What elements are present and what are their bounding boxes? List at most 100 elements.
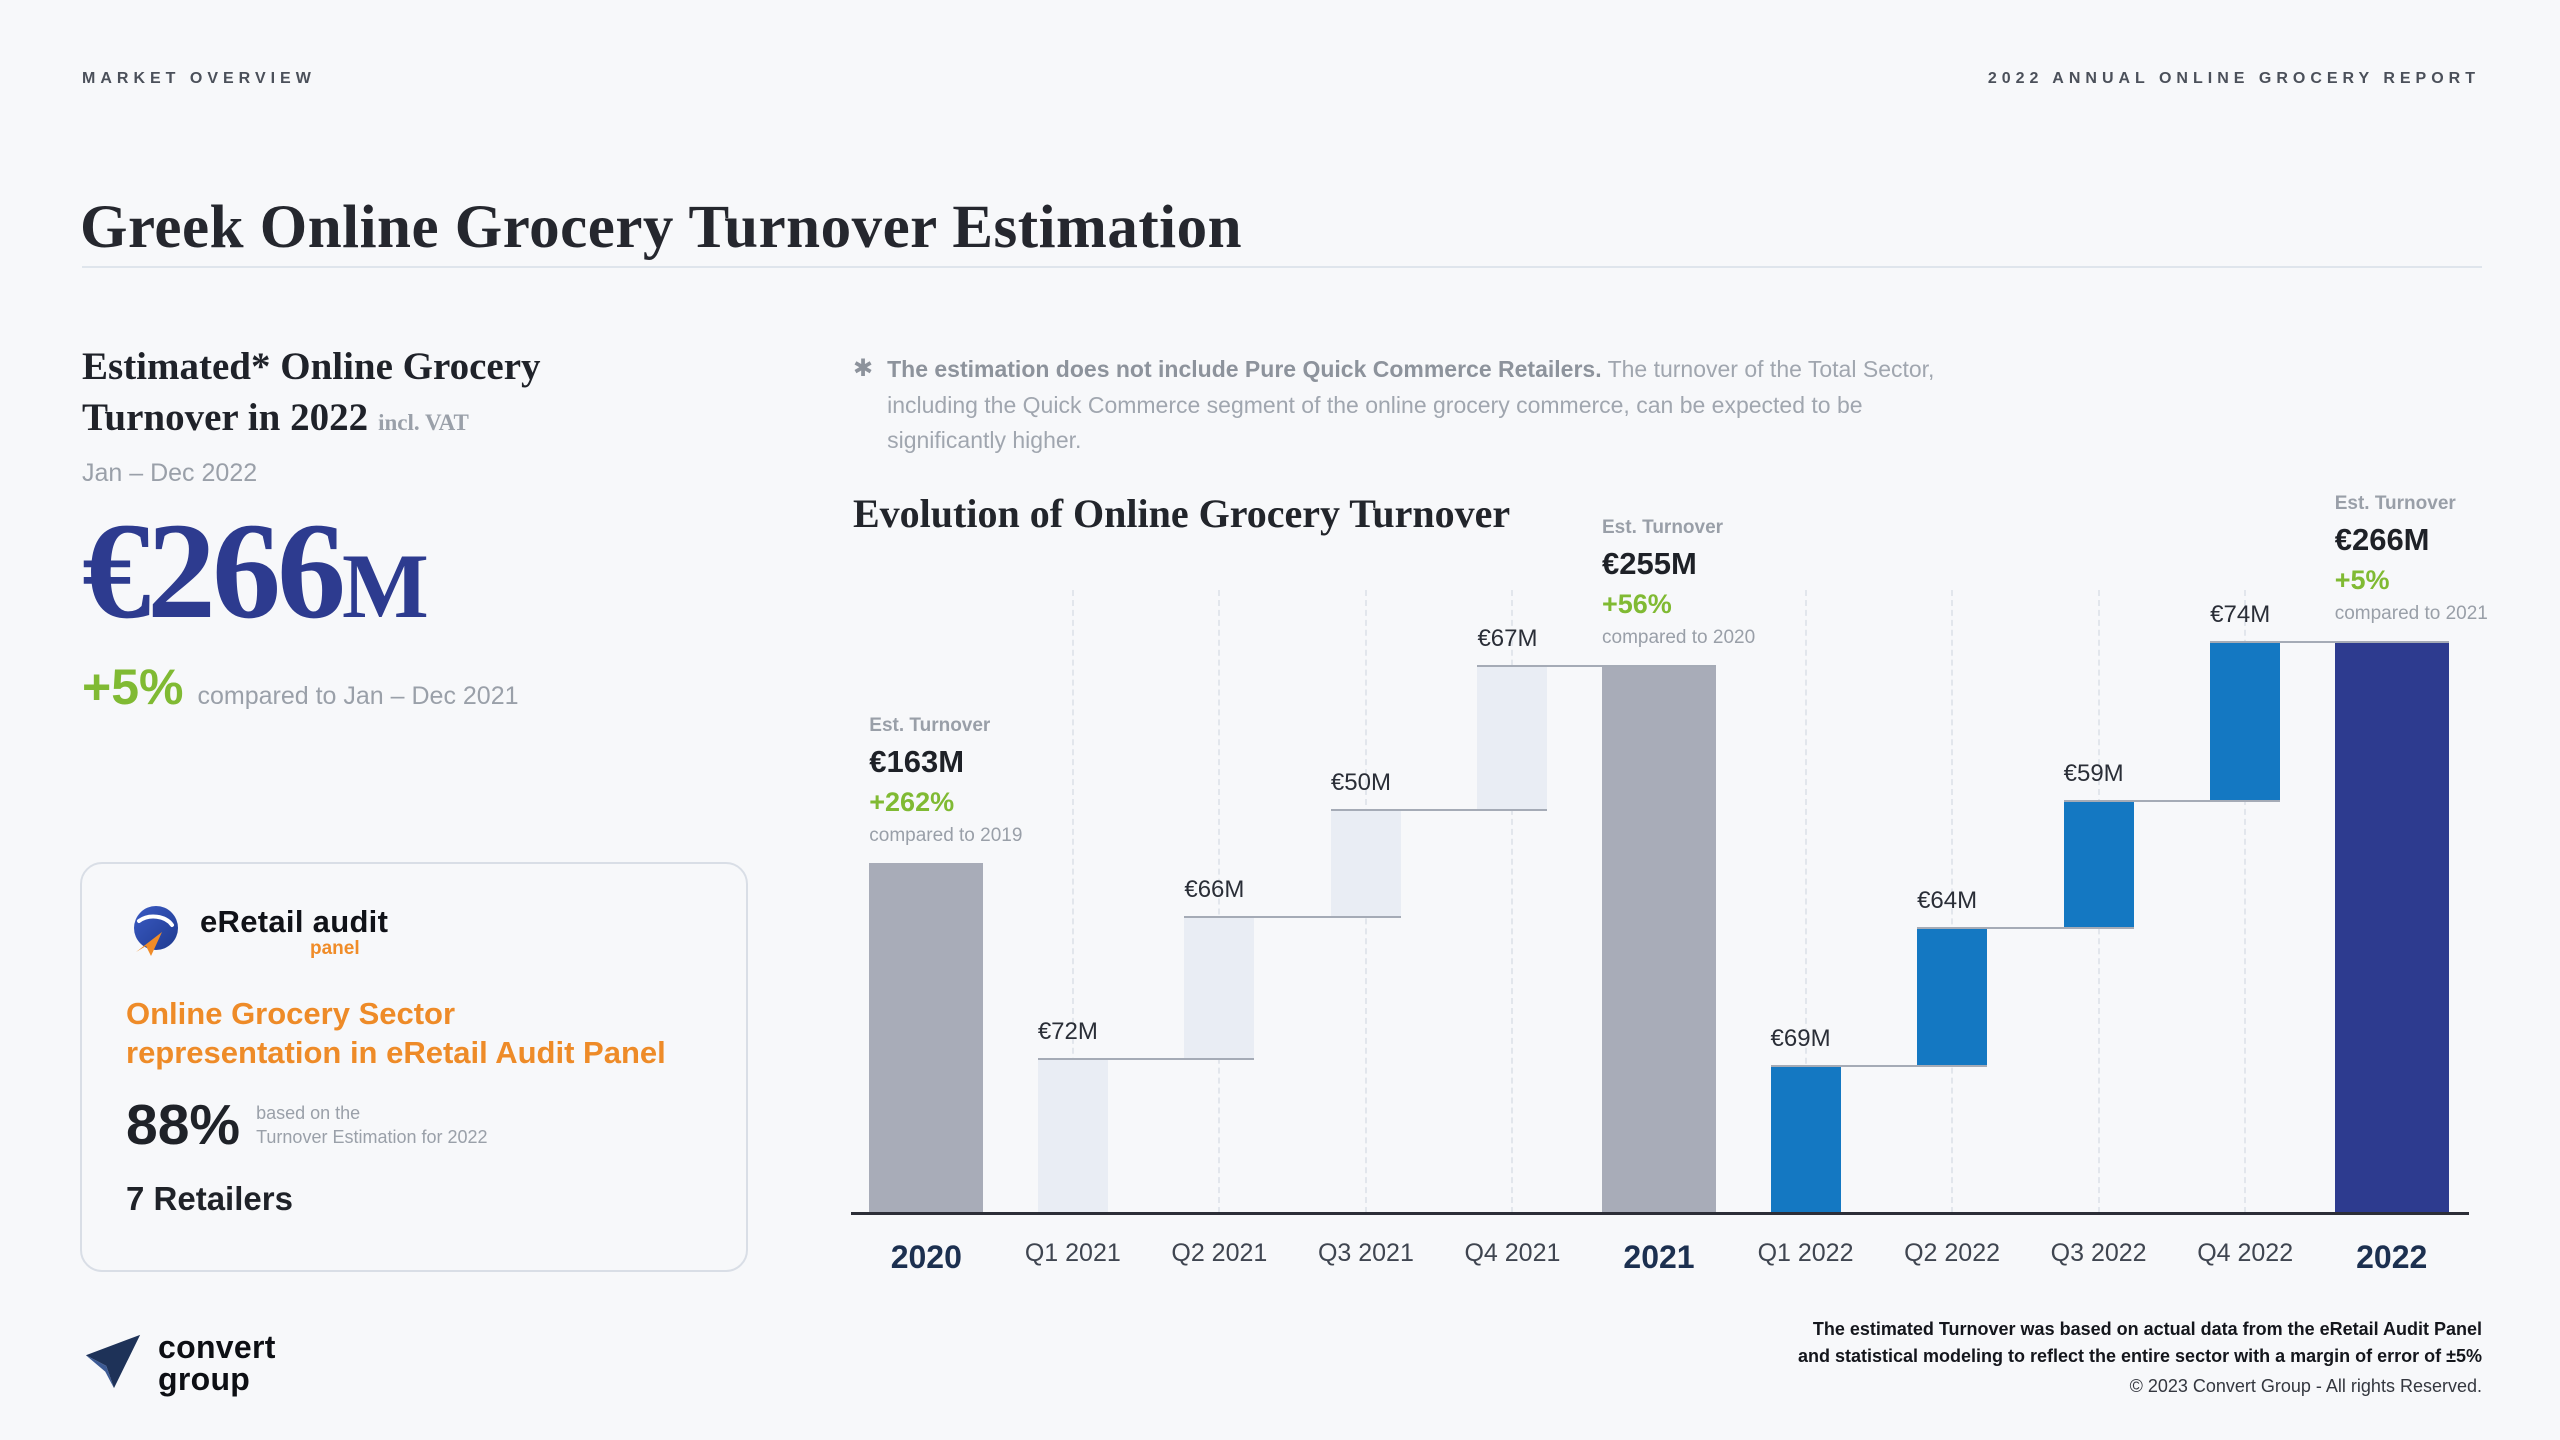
- ann-title-2021: Est. Turnover: [1602, 516, 1724, 538]
- footnote-bold: The estimation does not include Pure Qui…: [887, 356, 1602, 382]
- bar-2021: [1602, 664, 1716, 1213]
- connector-q1-2022: [1770, 1064, 1988, 1067]
- summary-heading-line2: Turnover in 2022: [82, 395, 369, 439]
- brand-word-convert: convert: [158, 1329, 276, 1366]
- title-divider: [82, 266, 2482, 268]
- ann-pct-2022: +5%: [2334, 565, 2390, 596]
- ann-title-2022: Est. Turnover: [2334, 493, 2456, 515]
- x-label-2020: 2020: [890, 1239, 962, 1275]
- turnover-unit: M: [342, 535, 429, 638]
- bar-2022: [2334, 641, 2449, 1213]
- bar-q4-2021: [1477, 664, 1548, 809]
- estimation-footnote: ✱ The estimation does not include Pure Q…: [853, 352, 1983, 459]
- bar-q3-2022: [2063, 800, 2134, 928]
- panel-retailers-count: 7 Retailers: [126, 1179, 293, 1217]
- gridline-q2-2022: [1951, 590, 1954, 1213]
- convert-group-icon: [82, 1330, 144, 1397]
- summary-turnover-value: €266M: [82, 502, 802, 640]
- bar-q1-2022: [1770, 1064, 1841, 1213]
- x-label-q1-2022: Q1 2022: [1757, 1239, 1854, 1267]
- connector-q4-2021: [1477, 664, 1716, 667]
- eretail-logo-name: eRetail audit: [200, 904, 389, 939]
- growth-compare-label: compared to Jan – Dec 2021: [197, 682, 519, 711]
- ann-value-2022: €266M: [2334, 522, 2430, 558]
- footnote-text: The estimation does not include Pure Qui…: [887, 352, 1983, 459]
- page-title: Greek Online Grocery Turnover Estimation: [80, 193, 1243, 261]
- asterisk-icon: ✱: [853, 355, 874, 382]
- bar-q1-2021: [1037, 1058, 1108, 1213]
- x-label-q4-2021: Q4 2021: [1464, 1239, 1561, 1267]
- ann-compare-2020: compared to 2019: [869, 824, 1023, 846]
- ann-pct-2021: +56%: [1602, 588, 1672, 619]
- summary-growth: +5% compared to Jan – Dec 2021: [82, 658, 802, 716]
- x-label-2021: 2021: [1623, 1239, 1695, 1275]
- annotation-2021: Est. Turnover €255M +56% compared to 2020: [1602, 517, 1882, 649]
- x-label-2022: 2022: [2356, 1239, 2428, 1275]
- waterfall-chart: Est. Turnover €163M +262% compared to 2019 2…: [851, 493, 2488, 1275]
- eretail-logo-text: eRetail audit panel: [200, 904, 388, 960]
- x-label-q4-2022: Q4 2022: [2197, 1239, 2294, 1267]
- summary-heading-line1: Estimated* Online Grocery: [82, 345, 541, 388]
- ann-value-2021: €255M: [1602, 545, 1697, 581]
- value-label-q1-2022: €69M: [1770, 1024, 1831, 1052]
- summary-heading: Estimated* Online Grocery Turnover in 20…: [82, 342, 802, 443]
- convert-group-wordmark: convert group: [158, 1329, 276, 1397]
- value-label-q1-2021: €72M: [1037, 1018, 1098, 1046]
- connector-q4-2022: [2210, 641, 2449, 644]
- ann-compare-2022: compared to 2021: [2334, 603, 2488, 625]
- panel-stat-note-line2: Turnover Estimation for 2022: [256, 1127, 488, 1147]
- x-label-q2-2021: Q2 2021: [1171, 1239, 1268, 1267]
- value-label-q4-2021: €67M: [1477, 624, 1538, 652]
- ann-compare-2021: compared to 2020: [1602, 626, 1756, 648]
- bar-q4-2022: [2210, 641, 2281, 801]
- connector-q2-2021: [1184, 916, 1401, 919]
- panel-stat: 88% based on the Turnover Estimation for…: [126, 1096, 702, 1154]
- connector-q1-2021: [1037, 1058, 1255, 1061]
- summary-period: Jan – Dec 2022: [82, 459, 258, 488]
- x-label-q3-2021: Q3 2021: [1317, 1239, 1414, 1267]
- eretail-logo: eRetail audit panel: [126, 904, 702, 967]
- bar-q2-2021: [1184, 916, 1255, 1059]
- footer-disclaimer: The estimated Turnover was based on actu…: [1798, 1316, 2482, 1397]
- footer-note-line2: and statistical modeling to reflect the …: [1797, 1346, 2482, 1366]
- connector-q2-2022: [1917, 927, 2134, 930]
- value-label-q3-2022: €59M: [2063, 760, 2124, 788]
- x-label-q2-2022: Q2 2022: [1904, 1239, 2001, 1267]
- value-label-q2-2022: €64M: [1917, 887, 1978, 915]
- ann-pct-2020: +262%: [869, 786, 955, 817]
- eretail-panel-card: eRetail audit panel Online Grocery Secto…: [80, 862, 748, 1272]
- gridline-q1-2021: [1071, 590, 1074, 1213]
- bar-q2-2022: [1917, 927, 1988, 1065]
- footer-copyright: © 2023 Convert Group - All rights Reserv…: [2129, 1376, 2482, 1396]
- turnover-amount: €266: [82, 494, 346, 648]
- bar-q3-2021: [1330, 808, 1401, 917]
- bar-2020: [869, 862, 984, 1213]
- footnote-regular: The turnover of the Total Sector, includ…: [887, 356, 1935, 454]
- gridline-q4-2021: [1511, 590, 1514, 1213]
- ann-title-2020: Est. Turnover: [869, 714, 991, 736]
- panel-stat-note-line1: based on the: [256, 1102, 361, 1123]
- value-label-q3-2021: €50M: [1330, 768, 1391, 796]
- gridline-q2-2021: [1218, 590, 1221, 1213]
- x-label-q3-2022: Q3 2022: [2050, 1239, 2147, 1267]
- panel-heading: Online Grocery Sector representation in …: [126, 995, 702, 1073]
- eyebrow-market-overview: MARKET OVERVIEW: [82, 70, 316, 87]
- eretail-logo-icon: [126, 904, 184, 967]
- chart-baseline: [851, 1212, 2469, 1215]
- convert-group-logo: convert group: [82, 1330, 276, 1397]
- connector-q3-2022: [2063, 800, 2281, 803]
- value-label-q2-2021: €66M: [1184, 876, 1245, 904]
- gridline-q4-2022: [2244, 590, 2247, 1213]
- annotation-2020: Est. Turnover €163M +262% compared to 2019: [869, 715, 1149, 847]
- panel-heading-line1: Online Grocery Sector: [126, 996, 456, 1031]
- annotation-2022: Est. Turnover €266M +5% compared to 2021: [2335, 493, 2560, 625]
- ann-value-2020: €163M: [869, 743, 965, 779]
- panel-stat-note: based on the Turnover Estimation for 202…: [256, 1101, 487, 1150]
- brand-word-group: group: [158, 1360, 251, 1397]
- eyebrow-report-name: 2022 ANNUAL ONLINE GROCERY REPORT: [1987, 70, 2480, 87]
- panel-heading-line2: representation in eRetail Audit Panel: [126, 1034, 666, 1070]
- value-label-q4-2022: €74M: [2210, 601, 2271, 629]
- chart-title: Evolution of Online Grocery Turnover: [853, 491, 1511, 536]
- growth-percent: +5%: [82, 659, 184, 716]
